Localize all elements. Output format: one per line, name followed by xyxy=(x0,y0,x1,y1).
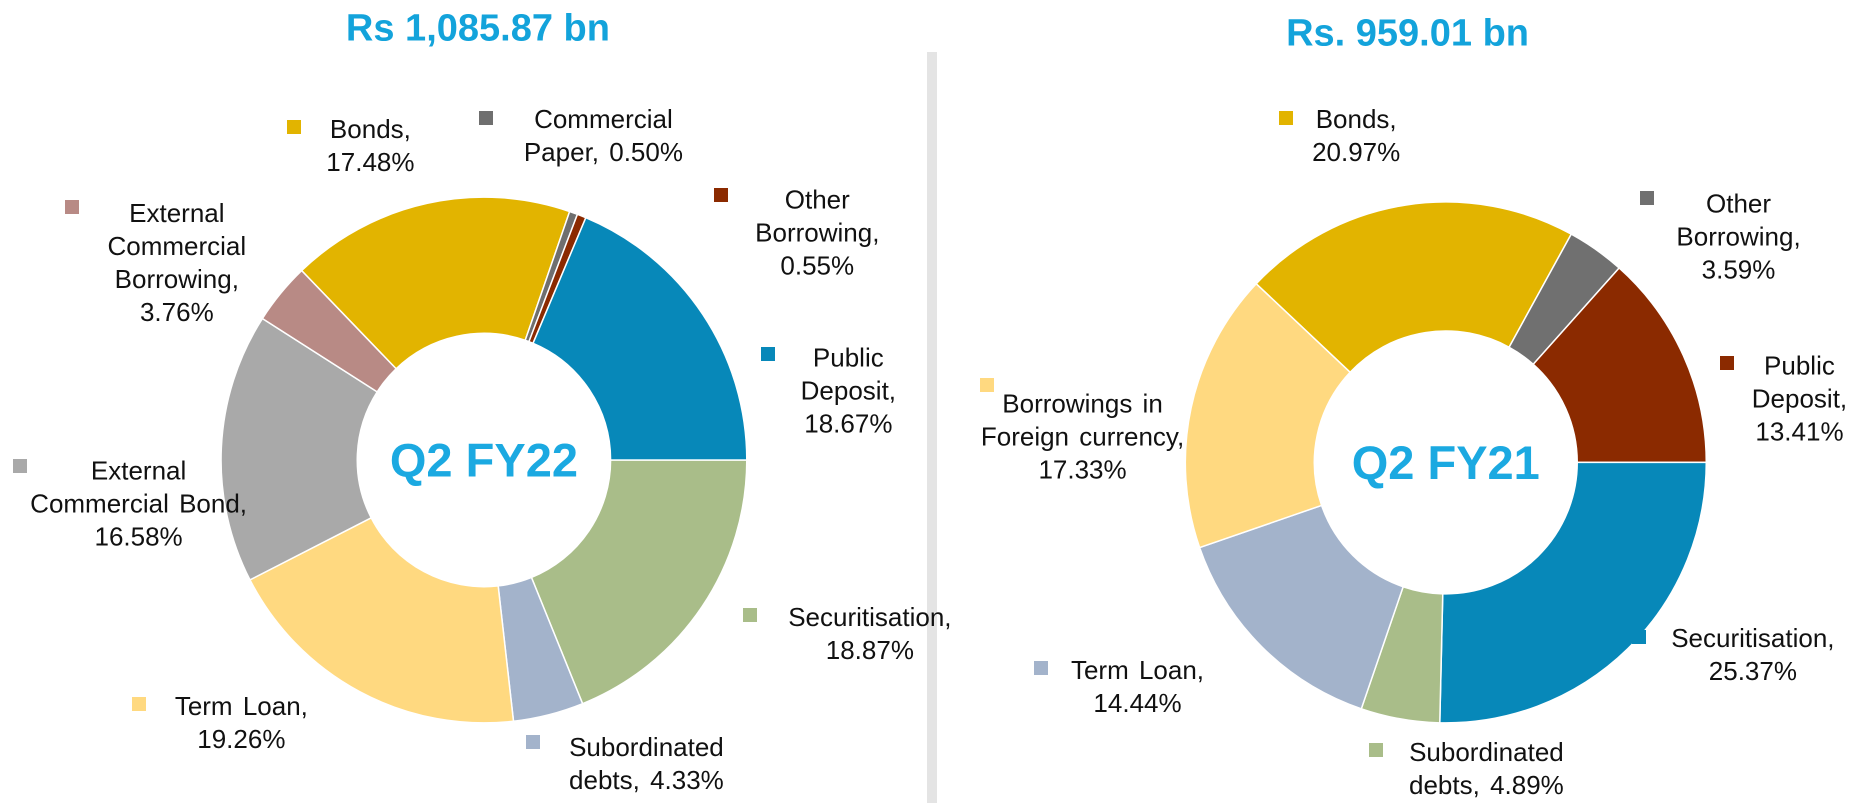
slice xyxy=(300,196,571,370)
data-label: Bonds, 17.48% xyxy=(326,113,415,177)
legend-marker xyxy=(479,111,494,126)
data-label: Term Loan, 19.26% xyxy=(174,690,308,754)
legend-marker xyxy=(525,735,540,749)
center-label: Q2 FY22 xyxy=(390,434,578,487)
slice xyxy=(532,216,748,461)
legend-marker xyxy=(286,119,301,134)
legend-marker xyxy=(713,187,728,202)
legend-marker xyxy=(1278,111,1293,126)
data-label: Commercial Paper, 0.50% xyxy=(523,104,683,168)
data-label: Securitisation, 18.87% xyxy=(788,602,952,666)
legend-marker xyxy=(64,199,79,214)
legend-marker xyxy=(1033,660,1048,675)
chart-title: Rs. 959.01 bn xyxy=(1286,12,1529,54)
slice xyxy=(1532,266,1708,464)
data-label: Bonds, 20.97% xyxy=(1312,104,1401,168)
data-label: Other Borrowing, 3.59% xyxy=(1676,188,1801,285)
legend-marker xyxy=(761,346,776,361)
data-label: Term Loan, 14.44% xyxy=(1070,655,1205,719)
data-label: External Commercial Bond, 16.58% xyxy=(30,455,248,552)
center-label: Q2 FY21 xyxy=(1352,436,1540,489)
legend-marker xyxy=(13,459,28,473)
legend-marker xyxy=(979,377,994,392)
data-label: Other Borrowing, 0.55% xyxy=(755,184,880,281)
chart-title: Rs 1,085.87 bn xyxy=(346,8,610,50)
data-label: Borrowings in Foreign currency, 17.33% xyxy=(980,388,1185,485)
legend-marker xyxy=(131,696,146,711)
legend-marker xyxy=(1369,743,1384,758)
slice xyxy=(220,317,379,581)
legend-marker xyxy=(1639,191,1654,206)
data-label: Securitisation, 25.37% xyxy=(1671,622,1835,686)
data-label: Subordinated debts, 4.89% xyxy=(1409,737,1564,801)
data-label: Subordinated debts, 4.33% xyxy=(569,731,724,795)
legend-marker xyxy=(1632,629,1647,644)
slice xyxy=(1439,461,1708,724)
slice xyxy=(1198,504,1405,710)
data-label: Public Deposit, 13.41% xyxy=(1751,350,1848,447)
slice xyxy=(248,516,515,724)
slice xyxy=(1184,282,1352,549)
legend-marker xyxy=(743,608,758,623)
data-label: External Commercial Borrowing, 3.76% xyxy=(107,197,247,327)
slice xyxy=(1255,201,1573,374)
slice xyxy=(261,269,398,393)
divider xyxy=(927,52,937,803)
slice xyxy=(530,459,748,705)
data-label: Public Deposit, 18.67% xyxy=(800,342,897,439)
legend-marker xyxy=(1719,356,1734,371)
